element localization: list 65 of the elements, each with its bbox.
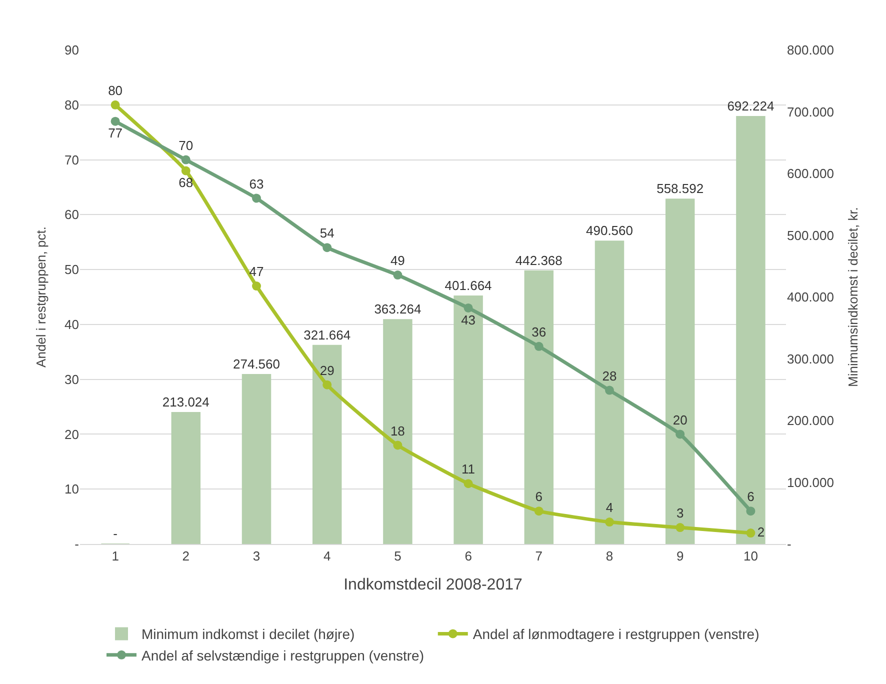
- data-label: 2: [757, 524, 765, 540]
- y2-tick-label: 800.000: [787, 42, 834, 58]
- y2-tick-label: 300.000: [787, 351, 834, 366]
- data-label: 43: [461, 312, 476, 328]
- data-label: 363.264: [374, 302, 422, 317]
- y2-axis-title: Minimumsindkomst i decilet, kr.: [846, 207, 861, 387]
- data-label: 4: [606, 500, 614, 516]
- data-label: 29: [320, 362, 334, 378]
- data-label: 54: [320, 226, 334, 241]
- y-tick-label: 10: [64, 482, 79, 497]
- data-label: 692.224: [727, 98, 774, 114]
- y2-tick-label: 500.000: [787, 228, 834, 243]
- data-label: 77: [108, 126, 123, 141]
- data-label: 11: [462, 462, 476, 477]
- data-label: 6: [535, 489, 543, 504]
- data-label: 3: [676, 506, 684, 521]
- data-label: 63: [249, 176, 264, 192]
- data-label: -: [113, 526, 118, 541]
- y2-tick-label: 200.000: [787, 413, 834, 428]
- legend-label: Andel af lønmodtagere i restgruppen (venstre): [472, 626, 760, 642]
- x-tick-label: 3: [252, 548, 260, 564]
- data-label: 28: [602, 368, 617, 384]
- data-label: 47: [249, 264, 264, 280]
- y-tick-label: -: [74, 536, 79, 552]
- y2-tick-label: 100.000: [787, 474, 834, 490]
- data-label: 401.664: [444, 278, 492, 293]
- x-tick-label: 4: [323, 548, 331, 564]
- data-label: 213.024: [162, 394, 210, 410]
- y2-tick-label: -: [787, 536, 792, 552]
- y-tick-label: 70: [64, 152, 79, 168]
- y-tick-label: 90: [64, 42, 79, 58]
- x-tick-label: 1: [112, 548, 119, 564]
- x-tick-label: 9: [676, 548, 684, 564]
- data-label: 36: [532, 324, 546, 340]
- data-label: 70: [178, 138, 194, 153]
- data-label: 442.368: [515, 252, 562, 268]
- x-axis-title: Indkomstdecil 2008-2017: [344, 576, 522, 594]
- y2-tick-label: 600.000: [787, 166, 834, 182]
- data-label: 558.592: [656, 181, 704, 196]
- data-label: 321.664: [304, 327, 351, 342]
- data-label: 274.560: [233, 356, 280, 372]
- x-tick-label: 6: [464, 548, 472, 564]
- x-tick-label: 2: [182, 548, 190, 564]
- data-label: 20: [672, 412, 688, 428]
- x-tick-label: 8: [606, 548, 614, 564]
- y-tick-label: 50: [64, 262, 79, 278]
- data-label: 490.560: [586, 223, 633, 238]
- y2-tick-label: 400.000: [787, 290, 834, 305]
- y-tick-label: 30: [64, 372, 79, 387]
- data-label: 49: [390, 253, 405, 268]
- y2-tick-label: 700.000: [787, 104, 834, 120]
- data-label: 6: [747, 489, 754, 504]
- x-tick-label: 10: [743, 548, 758, 564]
- legend-label: Minimum indkomst i decilet (højre): [142, 626, 355, 642]
- x-tick-label: 7: [535, 548, 543, 564]
- x-tick-label: 5: [394, 548, 402, 564]
- data-label: 18: [390, 423, 405, 438]
- y-axis-title: Andel i restgruppen, pct.: [33, 226, 48, 368]
- y-tick-label: 20: [64, 426, 79, 442]
- y-tick-label: 40: [64, 316, 79, 332]
- y-tick-label: 80: [64, 97, 79, 112]
- y-tick-label: 60: [64, 207, 79, 222]
- data-label: 68: [178, 175, 194, 190]
- data-label: 80: [108, 83, 123, 98]
- legend-label: Andel af selvstændige i restgruppen (venstre): [142, 647, 424, 664]
